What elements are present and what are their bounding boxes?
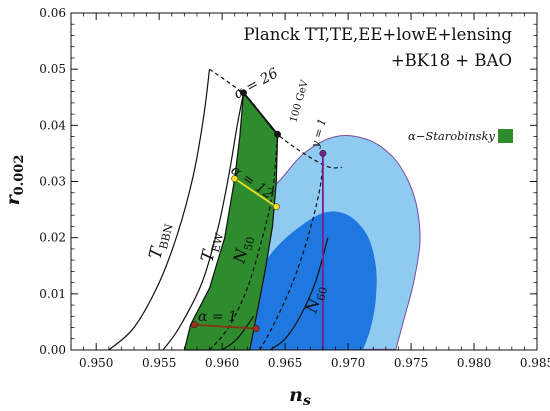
y-tick-label: 0.03: [39, 175, 66, 189]
x-tick-label: 0.975: [394, 356, 428, 370]
curve-n-60: [259, 164, 324, 351]
marker-1: [274, 130, 282, 138]
marker-0: [240, 89, 247, 97]
annotation-n-50: N50: [229, 233, 257, 266]
t-bbn-sub: BBN: [157, 222, 176, 251]
x-tick-label: 0.970: [331, 356, 365, 370]
y-tick-label: 0.01: [39, 287, 66, 301]
curve-t-ew: [162, 92, 245, 351]
n-60-main: N: [301, 295, 324, 316]
x-tick-label: 0.960: [205, 356, 239, 370]
line-endpoint-markers: [190, 89, 327, 333]
marker-6: [319, 149, 327, 157]
chart-title-line-2: +BK18 + BAO: [391, 51, 512, 70]
x-tick-label: 0.985: [520, 356, 550, 370]
model-curves: [108, 68, 342, 351]
marker-4: [190, 321, 198, 329]
x-axis-title-sub: s: [303, 393, 311, 409]
annotation-t-bbn: TBBN: [145, 220, 175, 262]
curve-t-bbn: [108, 69, 211, 351]
t-ew-sub: EW: [209, 231, 226, 254]
marker-3: [272, 203, 280, 211]
chart-title-line-1: Planck TT,TE,EE+lowE+lensing: [244, 25, 513, 44]
x-axis-title: ns: [289, 384, 311, 409]
y-tick-label: 0.04: [39, 118, 66, 132]
legend-label: α−Starobinsky: [408, 129, 495, 143]
curve-solid-0-9655: [269, 237, 329, 351]
legend-swatch: [498, 129, 513, 143]
y-tick-label: 0.06: [39, 6, 66, 20]
x-tick-label: 0.955: [142, 356, 176, 370]
line-2: [194, 323, 257, 330]
y-axis-title-sub: 0.002: [12, 155, 27, 196]
n-50-sub: 50: [242, 235, 258, 252]
axis-ticks: 0.950 0.955 0.960 0.965 0.970 0.975 0.980 0.985…: [39, 6, 550, 370]
n-50-main: N: [229, 246, 251, 266]
line-1: [234, 177, 277, 208]
y-tick-label: 0.02: [39, 231, 66, 245]
annotation-t-ew: TEW: [197, 229, 226, 265]
x-tick-label: 0.950: [79, 356, 113, 370]
y-tick-label: 0.05: [39, 62, 66, 76]
alpha-lines: [194, 92, 324, 350]
line-0: [242, 92, 279, 135]
curve-solid-0-9618: [221, 315, 255, 351]
annotation-alpha-1: α = 1: [198, 309, 237, 325]
marker-5: [252, 325, 260, 333]
curve-n-50: [209, 134, 279, 351]
x-tick-label: 0.980: [457, 356, 491, 370]
x-axis-title-main: n: [289, 384, 303, 406]
y-axis-title: r0.002: [2, 155, 27, 206]
annotation-n-60: N60: [301, 283, 330, 317]
n-60-sub: 60: [314, 285, 330, 302]
y-axis-title-main: r: [2, 193, 24, 205]
confidence-region-68: [238, 211, 377, 350]
x-tick-label: 0.965: [268, 356, 302, 370]
y-tick-label: 0.00: [39, 343, 66, 357]
marker-2: [231, 175, 239, 183]
